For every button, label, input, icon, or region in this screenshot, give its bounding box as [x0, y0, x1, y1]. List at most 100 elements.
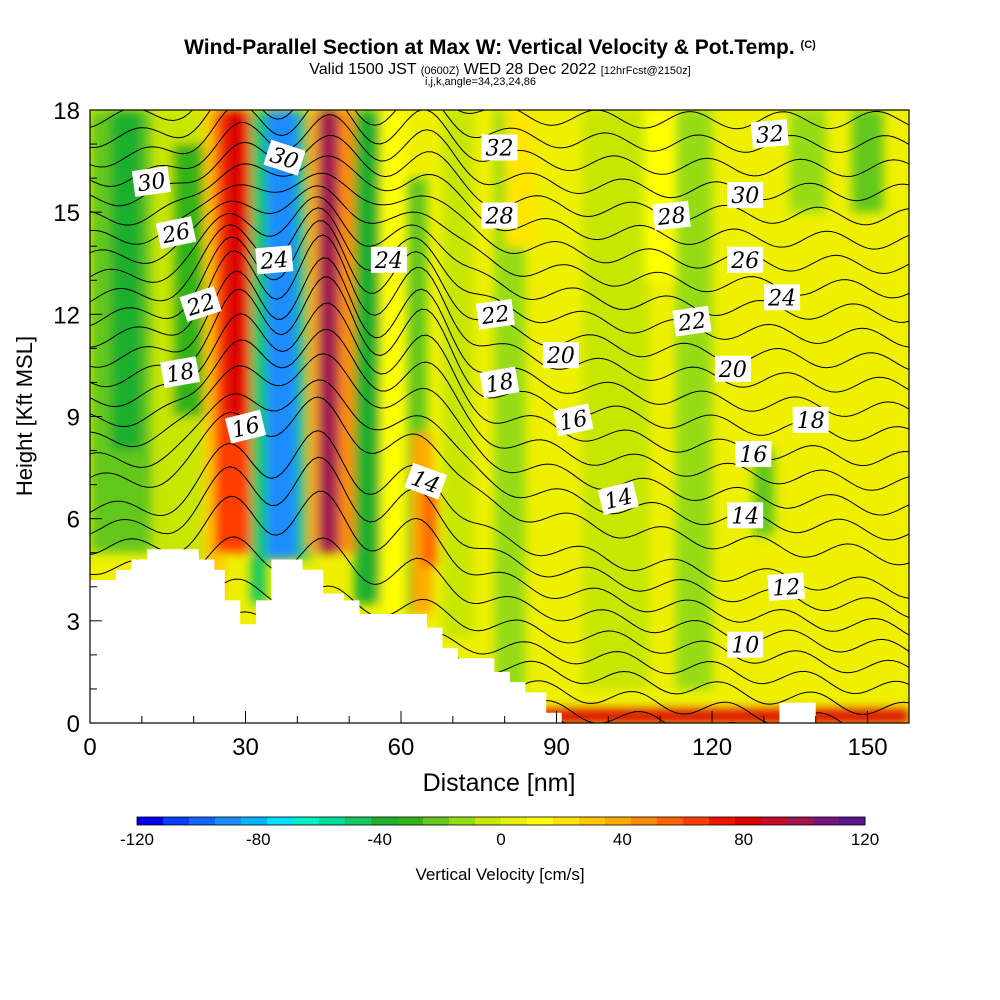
w-cell [354, 110, 381, 604]
contour-label-bg [792, 406, 829, 433]
contour-labels: 30 26 22 18 16 24 30 24 14 32 28 22 18 20 16 14 28 22 32 30… [131, 119, 829, 659]
contour-label: 26 [155, 216, 197, 250]
contour-label-bg [652, 200, 691, 231]
contour-label-bg [735, 441, 772, 467]
contour-label: 22 [179, 286, 222, 322]
contour-label-text: 24 [767, 286, 796, 311]
theta-contour [90, 578, 909, 674]
contour-label: 18 [792, 406, 829, 434]
colorbar-swatch [163, 817, 190, 825]
x-tick-label: 30 [232, 734, 259, 761]
colorbar-tick-label: 0 [496, 830, 505, 849]
axes: 0 30 60 90 120 150 0 3 6 9 12 15 18 [53, 98, 887, 761]
contour-label-bg [727, 631, 764, 658]
y-tick-label: 6 [67, 507, 80, 534]
y-axis-label: Height [Kft MSL] [12, 336, 37, 496]
x-tick-label: 60 [388, 734, 415, 761]
contour-label: 26 [727, 246, 764, 274]
contour-label: 20 [542, 342, 579, 369]
w-cell [789, 110, 827, 213]
colorbar-label: Vertical Velocity [cm/s] [415, 865, 584, 884]
colorbar-tick-label: 40 [613, 830, 632, 849]
terrain-fill [90, 549, 909, 723]
contour-label: 30 [727, 182, 764, 209]
theta-contour [90, 328, 909, 491]
contour-label-bg [370, 246, 407, 273]
contour-label-text: 28 [485, 205, 514, 230]
theta-contour [90, 276, 909, 442]
contour-label-bg [155, 216, 197, 250]
copyright-mark: (C) [800, 39, 816, 51]
x-tick-label: 0 [83, 734, 96, 761]
y-tick-label: 0 [67, 711, 80, 738]
theta-contour [90, 172, 909, 275]
forecast-info: [12hrFcst@2150z] [600, 65, 691, 77]
w-cell [338, 110, 355, 553]
contour-label-bg [224, 409, 267, 444]
colorbar-swatch [683, 817, 710, 825]
contour-label: 18 [479, 366, 520, 399]
contour-label-bg [475, 298, 516, 330]
colorbar-frame [136, 816, 866, 826]
contour-label-bg [767, 572, 806, 602]
contour-label: 30 [263, 139, 306, 176]
contour-label-bg [727, 502, 764, 529]
contour-label: 24 [764, 284, 801, 311]
colorbar-swatch [709, 817, 736, 825]
colorbar-swatch [553, 817, 580, 825]
theta-contour [90, 114, 909, 202]
contour-label: 14 [404, 462, 448, 500]
contour-label-bg [481, 134, 518, 161]
colorbar-swatch [319, 817, 346, 825]
contour-label-text: 22 [676, 308, 708, 337]
x-tick-label: 120 [692, 734, 732, 761]
y-tick-label: 3 [67, 609, 80, 636]
colorbar-swatch [735, 817, 762, 825]
colorbar-swatch [579, 817, 606, 825]
x-tick-label: 90 [543, 734, 570, 761]
contour-label-text: 10 [731, 634, 759, 659]
colorbar-swatch [813, 817, 840, 825]
colorbar-swatch [241, 817, 268, 825]
colorbar-swatch [267, 817, 294, 825]
contour-label-bg [479, 366, 520, 399]
colorbar-swatch [839, 817, 866, 825]
colorbar-swatch [189, 817, 216, 825]
colorbar-swatch [397, 817, 424, 825]
valid-utc: (0600Z) [420, 65, 460, 77]
contour-label-text: 14 [731, 504, 759, 529]
valid-date: WED 28 Dec 2022 [463, 61, 597, 78]
colorbar-tick-label: -120 [120, 830, 154, 849]
contour-label-text: 20 [546, 344, 575, 369]
contour-label-text: 26 [159, 219, 193, 249]
theta-contour [90, 110, 909, 130]
colorbar-swatch [215, 817, 242, 825]
theta-contour [90, 207, 909, 348]
terrain [90, 549, 909, 723]
contour-label-bg [727, 182, 764, 209]
x-tick-label: 150 [848, 734, 888, 761]
contour-label-bg [404, 462, 448, 500]
contour-label-bg [160, 356, 201, 389]
contour-label: 10 [727, 631, 764, 659]
colorbar-swatch [527, 817, 554, 825]
contour-label-bg [481, 202, 518, 229]
contour-label-bg [542, 342, 579, 369]
colorbar-swatch [371, 817, 398, 825]
contour-label-text: 12 [771, 575, 801, 602]
contour-label-text: 16 [557, 406, 590, 436]
colorbar-swatch [657, 817, 684, 825]
contour-label: 24 [370, 246, 407, 274]
contour-label: 28 [481, 202, 518, 230]
colorbar-swatch [631, 817, 658, 825]
contour-label-bg [552, 403, 594, 437]
contour-label-bg [727, 246, 764, 273]
colorbar-swatch [345, 817, 372, 825]
theta-contour [90, 379, 909, 541]
w-cell [675, 110, 713, 689]
colorbar-swatch [137, 817, 164, 825]
y-tick-label: 15 [53, 200, 80, 227]
contour-label-text: 20 [718, 358, 747, 383]
w-cell [224, 110, 246, 417]
